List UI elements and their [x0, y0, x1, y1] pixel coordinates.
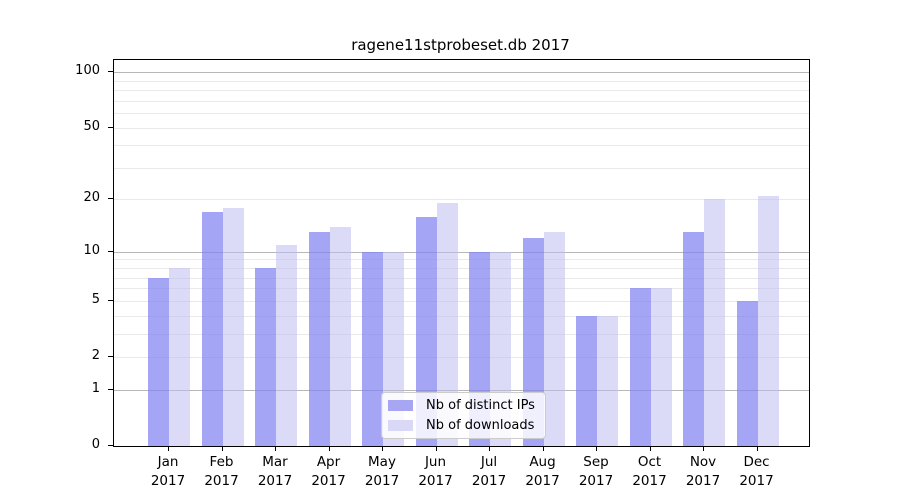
x-tick-label-jul: Jul 2017	[471, 454, 507, 489]
legend-label-downloads: Nb of downloads	[426, 418, 535, 433]
bar-downloads-apr	[329, 226, 351, 446]
legend-row-downloads: Nb of downloads	[388, 418, 535, 433]
legend-label-distinct-ips: Nb of distinct IPs	[426, 398, 535, 413]
minor-gridline-3	[114, 333, 809, 335]
minor-gridline-40	[114, 145, 809, 147]
minor-gridline-2	[114, 357, 809, 358]
x-tick-mark-sep	[596, 446, 597, 451]
y-tick-label-100: 100	[75, 63, 100, 79]
bar-downloads-oct	[650, 288, 672, 446]
bar-distinct-ips-nov	[683, 232, 704, 446]
bar-downloads-dec	[757, 195, 779, 446]
bar-downloads-nov	[704, 199, 725, 446]
y-tick-mark-5	[108, 299, 113, 301]
y-tick-label-50: 50	[83, 118, 100, 134]
minor-gridline-6	[114, 288, 809, 290]
legend-swatch-downloads	[388, 420, 413, 431]
bar-downloads-jan	[169, 268, 190, 446]
major-gridline-100	[114, 72, 809, 74]
y-tick-mark-20	[108, 198, 113, 200]
minor-gridline-8	[114, 268, 809, 270]
y-tick-mark-100	[108, 71, 113, 73]
y-tick-mark-0	[108, 445, 113, 446]
x-tick-mark-mar	[275, 446, 276, 451]
major-gridline-1	[114, 389, 809, 391]
major-gridline-10	[114, 251, 809, 253]
bar-distinct-ips-may	[362, 251, 383, 446]
bar-downloads-jun	[436, 203, 458, 446]
minor-gridline-30	[114, 167, 809, 169]
x-tick-mark-jun	[435, 446, 437, 451]
x-tick-label-nov: Nov 2017	[685, 454, 721, 489]
minor-gridline-7	[114, 277, 809, 279]
x-tick-label-jan: Jan 2017	[150, 454, 186, 489]
x-tick-mark-feb	[221, 446, 223, 451]
bar-downloads-mar	[276, 244, 297, 446]
minor-gridline-60	[114, 113, 809, 115]
x-tick-mark-jan	[168, 446, 169, 451]
x-tick-mark-oct	[649, 446, 651, 451]
x-tick-mark-aug	[542, 446, 544, 451]
x-tick-mark-jul	[489, 446, 490, 451]
bar-distinct-ips-jan	[148, 277, 169, 446]
y-tick-mark-2	[108, 356, 113, 357]
y-tick-label-20: 20	[83, 190, 100, 206]
x-tick-label-dec: Dec 2017	[739, 454, 774, 489]
y-tick-label-2: 2	[91, 348, 100, 363]
x-tick-label-feb: Feb 2017	[204, 454, 239, 489]
legend-swatch-distinct-ips	[388, 400, 413, 411]
y-tick-mark-50	[108, 126, 113, 128]
bar-distinct-ips-jun	[415, 216, 437, 446]
minor-gridline-4	[114, 315, 809, 317]
bar-distinct-ips-dec	[736, 300, 758, 446]
x-tick-label-sep: Sep 2017	[578, 454, 614, 489]
x-tick-mark-nov	[703, 446, 704, 451]
minor-gridline-5	[114, 300, 809, 302]
x-tick-label-jun: Jun 2017	[418, 454, 453, 489]
minor-gridline-9	[114, 259, 809, 261]
y-tick-mark-1	[108, 388, 113, 390]
bar-downloads-sep	[597, 315, 618, 446]
y-tick-label-5: 5	[91, 291, 100, 307]
minor-gridline-20	[114, 199, 809, 201]
y-tick-label-10: 10	[83, 242, 100, 258]
minor-gridline-50	[114, 127, 809, 129]
bar-downloads-aug	[543, 232, 565, 446]
bar-distinct-ips-oct	[629, 288, 651, 446]
legend: Nb of distinct IPs Nb of downloads	[381, 392, 546, 439]
y-tick-label-1: 1	[91, 380, 100, 396]
minor-gridline-80	[114, 90, 809, 92]
bar-distinct-ips-sep	[576, 315, 597, 446]
bar-distinct-ips-apr	[308, 232, 330, 446]
y-tick-mark-10	[108, 250, 113, 252]
y-tick-label-0: 0	[91, 437, 100, 452]
x-tick-label-aug: Aug 2017	[525, 454, 560, 489]
bar-downloads-feb	[222, 207, 244, 446]
bar-distinct-ips-feb	[201, 211, 223, 446]
minor-gridline-70	[114, 100, 809, 102]
x-tick-mark-may	[382, 446, 383, 451]
x-tick-label-may: May 2017	[364, 454, 400, 489]
x-tick-mark-apr	[328, 446, 330, 451]
chart-title: ragene11stprobeset.db 2017	[351, 36, 570, 54]
legend-row-distinct-ips: Nb of distinct IPs	[388, 398, 535, 413]
plot-area: Nb of distinct IPs Nb of downloads	[113, 59, 810, 447]
x-tick-mark-dec	[756, 446, 758, 451]
minor-gridline-90	[114, 80, 809, 82]
x-tick-label-mar: Mar 2017	[257, 454, 293, 489]
x-tick-label-oct: Oct 2017	[632, 454, 667, 489]
x-tick-label-apr: Apr 2017	[311, 454, 346, 489]
bar-distinct-ips-mar	[255, 268, 276, 446]
